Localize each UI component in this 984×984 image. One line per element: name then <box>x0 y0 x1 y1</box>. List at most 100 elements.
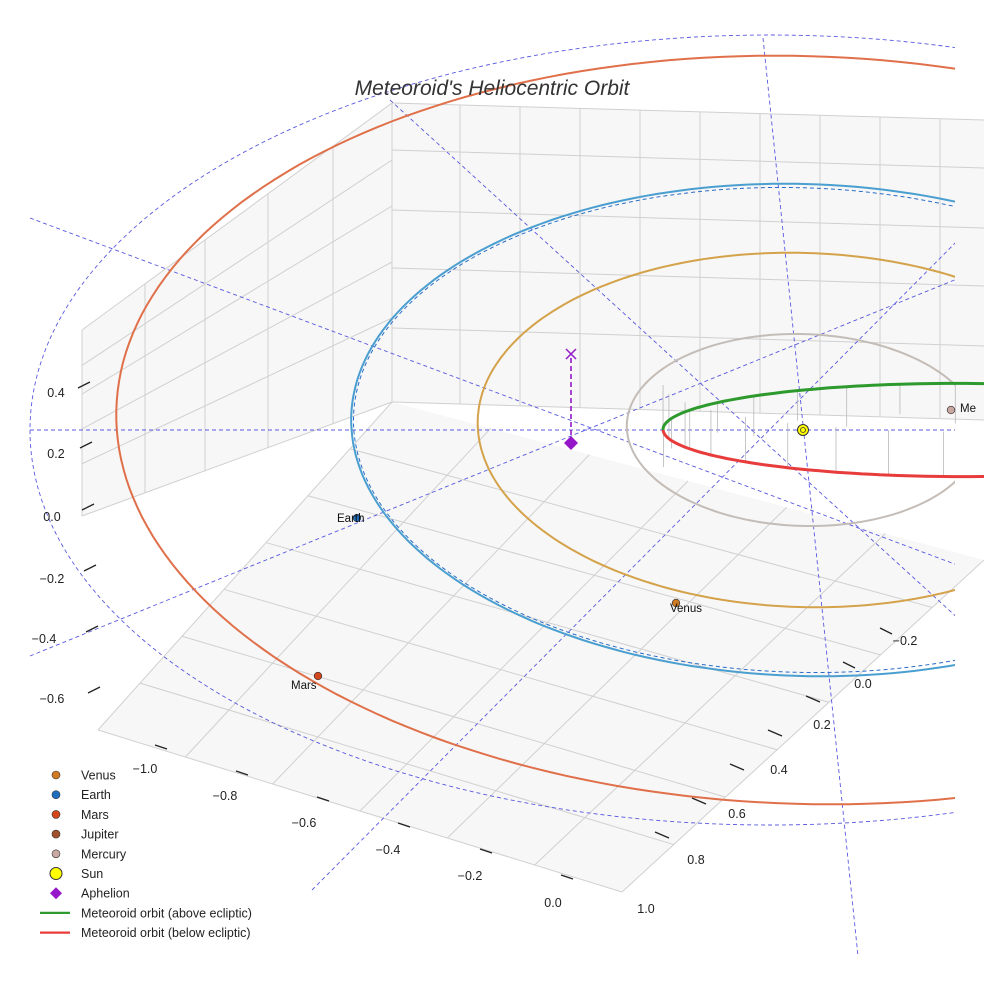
ecliptic-diagonal-1 <box>29 217 955 565</box>
y-tick-mark <box>691 797 707 805</box>
orbit-earth <box>350 182 955 678</box>
legend-marker <box>51 770 61 780</box>
z-tick-mark <box>79 441 93 449</box>
planet-earth <box>352 513 362 523</box>
meteoroid-orbit <box>661 381 984 479</box>
legend-label: Aphelion <box>81 887 130 901</box>
x-tick-label: 0.0 <box>544 896 561 910</box>
y-tick-label: 0.4 <box>770 763 787 777</box>
pane-grid <box>81 102 984 893</box>
orbit-mercury <box>625 333 955 527</box>
y-tick-label: 1.0 <box>637 902 654 916</box>
planet-venus <box>671 598 681 608</box>
grid-line <box>81 102 393 331</box>
z-tick-mark <box>77 381 91 389</box>
grid-line <box>359 480 689 812</box>
x-tick-mark <box>235 770 249 776</box>
grid-line <box>621 559 984 893</box>
grid-line <box>139 682 674 846</box>
grid-line <box>446 506 788 839</box>
sun-marker-inner <box>800 427 806 433</box>
grid-line <box>81 317 393 465</box>
grid-line <box>184 427 492 758</box>
x-tick-label: −1.0 <box>133 762 158 776</box>
legend-label: Jupiter <box>81 828 119 842</box>
grid-line <box>391 209 984 229</box>
z-tick-label: −0.6 <box>40 692 65 706</box>
y-tick-mark <box>805 695 821 703</box>
x-tick-mark <box>154 744 168 750</box>
outer-dashed-ellipse <box>29 34 955 826</box>
label-venus: Venus <box>670 603 702 615</box>
grid-line <box>81 205 393 395</box>
legend-entry-aphelion: Aphelion <box>50 887 130 901</box>
z-tick-mark <box>81 503 95 511</box>
grid-line <box>534 533 886 866</box>
grid-line <box>181 635 726 798</box>
z-tick-label: 0.2 <box>47 447 64 461</box>
legend-label: Mars <box>81 808 109 822</box>
grid-line <box>307 495 881 656</box>
aphelion-marker <box>564 436 578 450</box>
x-tick-mark <box>479 848 493 854</box>
legend-entry-sun: Sun <box>49 867 103 881</box>
y-tick-label: 0.6 <box>728 807 745 821</box>
legend-label: Meteoroid orbit (below ecliptic) <box>81 926 251 940</box>
legend-marker <box>51 829 61 839</box>
floor-pane <box>98 402 984 892</box>
ecliptic-diagonal-3 <box>389 99 955 617</box>
chart-title: Meteoroid's Heliocentric Orbit <box>355 77 631 100</box>
planet-mercury <box>946 405 956 415</box>
legend-marker <box>49 867 63 880</box>
y-tick-mark <box>767 729 783 737</box>
label-mercury: Me <box>960 403 976 415</box>
grid-line <box>391 149 984 169</box>
orbit-mars <box>115 54 955 806</box>
legend-label: Earth <box>81 788 111 802</box>
legend-entry-jupiter: Jupiter <box>51 828 119 842</box>
x-tick-label: −0.2 <box>458 869 483 883</box>
legend-entry-meteoroid-orbit-below-ecliptic: Meteoroid orbit (below ecliptic) <box>40 926 251 940</box>
back-pane-left <box>82 103 392 516</box>
grid-line <box>349 448 933 608</box>
y-tick-mark <box>654 831 670 839</box>
markers <box>313 348 956 681</box>
grid-line <box>391 102 984 121</box>
grid-line <box>81 261 393 430</box>
z-tick-label: 0.4 <box>47 386 64 400</box>
legend-label: Meteoroid orbit (above ecliptic) <box>81 906 252 920</box>
planet-mars <box>313 671 323 681</box>
aphelion-projection-x <box>565 348 577 360</box>
ecliptic-diagonal-4 <box>311 242 955 891</box>
x-tick-mark <box>316 796 330 802</box>
meteoroid-orbit-above <box>661 381 984 430</box>
x-tick-label: −0.4 <box>376 843 401 857</box>
axis-ticks: −1.0 −0.8 −0.6 −0.4 −0.2 0.0 −0.2 0.0 0.2 0.4 0.6 0… <box>32 381 918 916</box>
grid-line <box>272 454 590 785</box>
z-tick-label: −0.2 <box>40 572 65 586</box>
legend-entry-mercury: Mercury <box>51 847 127 861</box>
y-tick-label: 0.8 <box>687 853 704 867</box>
z-tick-label: 0.0 <box>43 510 60 524</box>
z-tick-mark <box>85 625 99 633</box>
z-tick-mark <box>87 686 101 694</box>
legend-entry-earth: Earth <box>51 788 111 802</box>
legend-marker <box>50 887 62 900</box>
label-earth: Earth <box>337 513 365 525</box>
x-tick-label: −0.6 <box>292 816 317 830</box>
legend-marker <box>51 849 61 859</box>
grid-line <box>97 401 393 731</box>
legend-label: Mercury <box>81 847 127 861</box>
y-tick-mark <box>842 661 856 669</box>
grid-line <box>391 267 984 287</box>
dashed-reference-lines <box>29 34 955 957</box>
y-tick-label: −0.2 <box>893 634 918 648</box>
y-tick-mark <box>879 627 893 635</box>
z-tick-mark <box>83 564 97 572</box>
sun-marker <box>797 424 809 436</box>
y-tick-mark <box>729 763 745 771</box>
planet-labels: Earth Venus Mars Me <box>291 403 976 692</box>
legend-marker <box>51 810 61 819</box>
legend-entry-mars: Mars <box>51 808 109 822</box>
